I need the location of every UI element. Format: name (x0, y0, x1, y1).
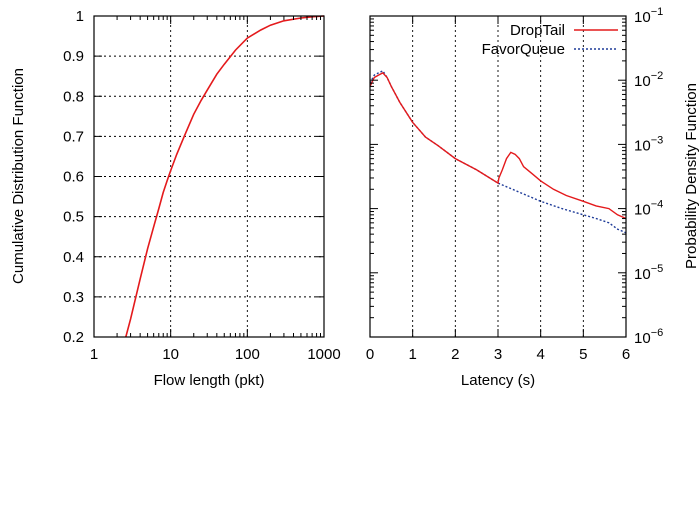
left-ticks: 1 10 100 1000 0.2 0.3 0.4 0.5 0.6 0.7 0.8 0.9 1 (63, 8, 341, 363)
left-y-tick-label: 0.3 (63, 289, 84, 306)
right-y-tick-label: 10−4 (634, 199, 663, 219)
right-x-axis-label: Latency (s) (461, 372, 535, 389)
legend-label-favorqueue: FavorQueue (482, 41, 565, 58)
left-y-tick-label: 0.7 (63, 128, 84, 145)
right-series (369, 69, 627, 234)
left-y-tick-label: 0.2 (63, 329, 84, 346)
right-y-tick-label: 10−2 (634, 70, 663, 90)
right-y-axis-label: Probability Density Function (683, 83, 700, 269)
left-x-tick-label: 10 (162, 346, 179, 363)
series-line-favorqueue (369, 69, 627, 234)
right-x-tick-label: 6 (622, 346, 630, 363)
left-x-tick-label: 100 (235, 346, 260, 363)
cdf-series-line (125, 15, 325, 338)
left-series (125, 15, 325, 338)
legend: DropTail FavorQueue (482, 22, 618, 58)
right-x-tick-label: 4 (536, 346, 544, 363)
legend-label-droptail: DropTail (510, 22, 565, 39)
right-y-tick-label: 10−1 (634, 6, 663, 26)
right-x-tick-label: 2 (451, 346, 459, 363)
right-x-tick-label: 5 (579, 346, 587, 363)
series-line-droptail (369, 72, 627, 220)
right-ticks: 0 1 2 3 4 5 610−6 10−5 10−4 10−3 10−2 10−1 (366, 6, 663, 363)
right-x-tick-label: 0 (366, 346, 374, 363)
left-grid (94, 16, 324, 337)
left-x-tick-label: 1 (90, 346, 98, 363)
left-y-tick-label: 0.9 (63, 48, 84, 65)
left-y-tick-label: 0.5 (63, 209, 84, 226)
left-y-tick-label: 0.4 (63, 249, 84, 266)
right-x-tick-label: 3 (494, 346, 502, 363)
left-x-axis-label: Flow length (pkt) (154, 372, 265, 389)
right-panel-pdf: 0 1 2 3 4 5 610−6 10−5 10−4 10−3 10−2 10−1 Latency … (366, 6, 700, 389)
left-y-tick-label: 0.6 (63, 169, 84, 186)
left-y-tick-label: 1 (76, 8, 84, 25)
right-grid (412, 16, 584, 337)
left-x-tick-label: 1000 (307, 346, 340, 363)
right-x-tick-label: 1 (408, 346, 416, 363)
left-panel-cdf: 1 10 100 1000 0.2 0.3 0.4 0.5 0.6 0.7 0.8 0.9 1 Flow… (10, 8, 341, 389)
right-y-tick-label: 10−5 (634, 263, 663, 283)
right-y-tick-label: 10−3 (634, 134, 663, 154)
right-y-tick-label: 10−6 (634, 327, 663, 347)
left-y-tick-label: 0.8 (63, 88, 84, 105)
left-y-axis-label: Cumulative Distribution Function (10, 68, 27, 284)
